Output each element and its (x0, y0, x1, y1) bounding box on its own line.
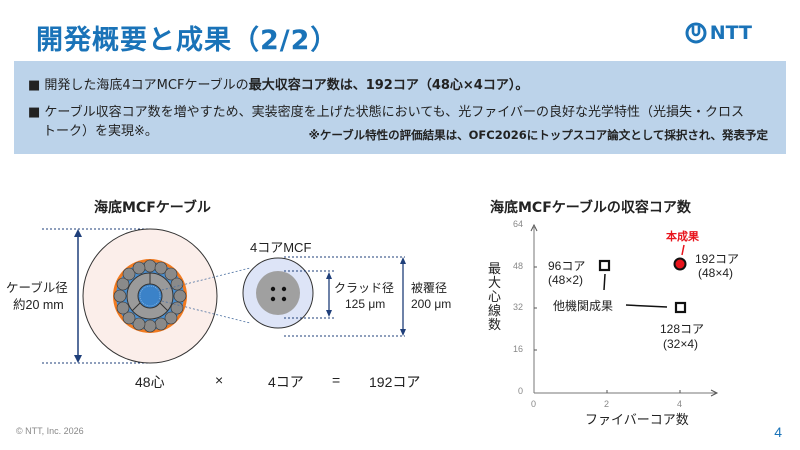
label-96-cores: 96コア (548, 259, 586, 273)
x-tick-0: 0 (531, 399, 537, 409)
y-tick-64: 64 (513, 219, 524, 229)
coating-label: 被覆径 (411, 281, 448, 295)
summary-bullet-1: ■ 開発した海底4コアMCFケーブルの最大収容コア数は、192コア（48心×4コ… (28, 74, 528, 93)
label-128-cores: 128コア (660, 322, 705, 336)
summary-bullet-2-line1: ■ ケーブル収容コア数を増やすため、実装密度を上げた状態においても、光ファイバー… (28, 105, 744, 120)
fiber-cross-section (242, 256, 406, 337)
y-axis-label: 最大心線数 (488, 261, 502, 332)
chart-axes (530, 223, 719, 397)
page-title: 開発概要と成果（2/2） (36, 25, 339, 56)
label-this-result: 本成果 (666, 230, 699, 243)
cable-section-title: 海底MCFケーブル (94, 200, 211, 216)
coating-value: 200 μm (411, 297, 452, 311)
sublabel-96-cores: (48×2) (548, 273, 584, 287)
chart-title: 海底MCFケーブルの収容コア数 (490, 200, 691, 216)
label-other-results: 他機関成果 (553, 299, 614, 313)
ntt-logo: NTT (685, 22, 752, 44)
summary-bullet-2-line2: トーク）を実現※。 (43, 124, 158, 139)
cable-cross-section (42, 228, 251, 364)
equation-fibers: 48心 (135, 374, 165, 390)
y-tick-48: 48 (513, 261, 524, 271)
equation-equals: = (332, 372, 341, 388)
bullet1-text: ■ 開発した海底4コアMCFケーブルの (28, 78, 249, 93)
bullet1-bold: 最大収容コア数は、192コア（48心×4コア）。 (248, 78, 529, 93)
cable-diameter-label: ケーブル径 (6, 281, 68, 295)
label-192-cores: 192コア (695, 252, 740, 266)
cladding-label: クラッド径 (334, 281, 395, 295)
logo-text: NTT (709, 22, 752, 44)
y-tick-0: 0 (518, 386, 524, 396)
sublabel-128-cores: (32×4) (663, 337, 699, 351)
summary-box: ■ 開発した海底4コアMCFケーブルの最大収容コア数は、192コア（48心×4コ… (14, 61, 786, 154)
y-tick-32: 32 (513, 302, 524, 312)
equation-total: 192コア (369, 374, 421, 390)
fiber-title: 4コアMCF (250, 240, 312, 255)
ntt-logo-icon (685, 22, 707, 44)
equation-times: × (215, 372, 224, 388)
point-96-cores (598, 259, 611, 272)
point-192-cores (673, 257, 687, 271)
sublabel-192-cores: (48×4) (698, 266, 734, 280)
point-128-cores (674, 301, 687, 314)
x-tick-2: 2 (604, 399, 610, 409)
y-tick-16: 16 (513, 344, 524, 354)
summary-note: ※ケーブル特性の評価結果は、OFC2026にトップスコア論文として採択され、発表… (308, 128, 768, 142)
chart-points (598, 244, 687, 314)
copyright: © NTT, Inc. 2026 (16, 426, 84, 436)
cable-diameter-value: 約20 mm (13, 298, 64, 312)
page-number: 4 (774, 424, 782, 440)
x-axis-label: ファイバーコア数 (585, 412, 689, 427)
x-tick-4: 4 (677, 399, 683, 409)
equation-cores: 4コア (268, 374, 304, 390)
cladding-value: 125 μm (345, 297, 386, 311)
